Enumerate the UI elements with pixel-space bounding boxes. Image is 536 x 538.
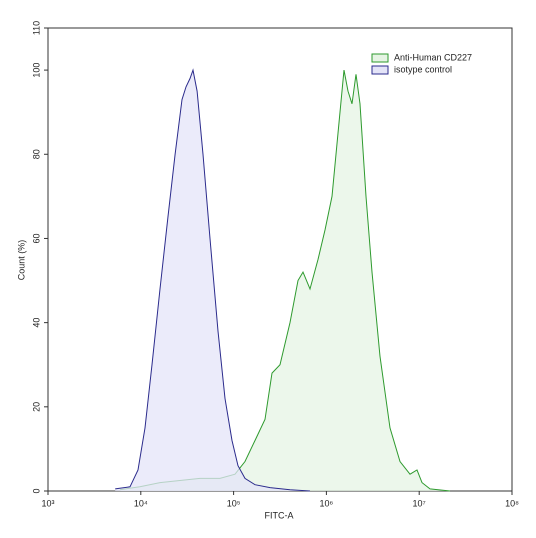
area-fill — [115, 70, 310, 491]
x-tick-label: 10⁵ — [227, 498, 241, 508]
legend-swatch — [371, 65, 389, 75]
x-tick-label: 10³ — [41, 498, 54, 508]
x-tick-label: 10⁴ — [134, 498, 148, 508]
legend-label: Anti-Human CD227 — [394, 52, 472, 62]
y-tick-label: 60 — [31, 233, 41, 243]
x-tick-label: 10⁷ — [413, 498, 426, 508]
y-tick-label: 100 — [31, 63, 41, 78]
legend-swatch — [371, 53, 389, 63]
x-axis-title: FITC-A — [265, 510, 294, 520]
x-tick-label: 10⁸ — [505, 498, 519, 508]
y-tick-label: 20 — [31, 402, 41, 412]
y-tick-label: 80 — [31, 149, 41, 159]
y-axis-title: Count (%) — [16, 240, 26, 281]
area-fill — [120, 70, 450, 491]
y-tick-label: 110 — [31, 21, 41, 35]
y-tick-label: 0 — [31, 488, 41, 493]
legend-label: isotype control — [394, 64, 452, 74]
line — [115, 68, 311, 492]
x-tick-label: 10⁶ — [320, 498, 334, 508]
y-tick-label: 40 — [31, 318, 41, 328]
